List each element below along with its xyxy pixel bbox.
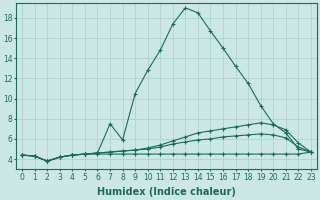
X-axis label: Humidex (Indice chaleur): Humidex (Indice chaleur)	[97, 187, 236, 197]
